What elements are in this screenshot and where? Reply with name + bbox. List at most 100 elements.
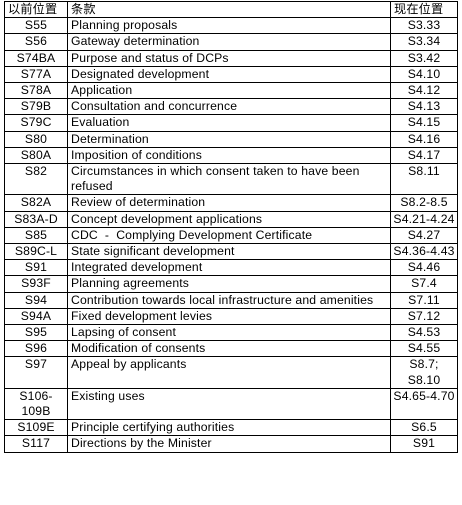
- table-row: S78A Application S4.12: [4, 82, 458, 100]
- new-location-cell: S4.12: [390, 82, 458, 100]
- table-row: S106-109B Existing uses S4.65-4.70: [4, 387, 458, 421]
- old-location-cell: S96: [4, 340, 68, 358]
- table-row: S79C Evaluation S4.15: [4, 114, 458, 132]
- header-row: 以前位置 条款 现在位置: [4, 0, 458, 19]
- table-row: S80A Imposition of conditions S4.17: [4, 146, 458, 165]
- new-location-cell: S6.5: [390, 419, 458, 437]
- old-location-cell: S83A-D: [4, 210, 68, 228]
- clause-cell: Directions by the Minister: [67, 435, 391, 453]
- clause-cell: Planning proposals: [67, 17, 391, 35]
- new-location-cell: S7.12: [390, 307, 458, 326]
- new-location-cell: S4.15: [390, 114, 458, 132]
- table-row: S89C-L State significant development S4.36…: [4, 243, 458, 261]
- clause-cell: Gateway determination: [67, 33, 391, 51]
- new-location-cell: S4.17: [390, 146, 458, 165]
- old-location-cell: S106-109B: [4, 387, 68, 421]
- new-location-cell: S7.4: [390, 275, 458, 293]
- clause-cell: Planning agreements: [67, 275, 391, 293]
- old-location-cell: S93F: [4, 275, 68, 293]
- clause-cell: Review of determination: [67, 194, 391, 212]
- new-location-cell: S4.36-4.43: [390, 243, 458, 261]
- clause-cell: Lapsing of consent: [67, 324, 391, 342]
- old-location-cell: S117: [4, 435, 68, 453]
- header-old-location: 以前位置: [4, 0, 68, 19]
- old-location-cell: S79B: [4, 98, 68, 116]
- clause-cell: Circumstances in which consent taken to …: [67, 163, 391, 196]
- table-row: S96 Modification of consents S4.55: [4, 340, 458, 358]
- new-location-cell: S4.53: [390, 324, 458, 342]
- table-row: S93F Planning agreements S7.4: [4, 275, 458, 293]
- clause-cell: Designated development: [67, 65, 391, 84]
- clause-cell: Appeal by applicants: [67, 356, 391, 389]
- clause-cell: Integrated development: [67, 259, 391, 277]
- new-location-cell: S4.13: [390, 98, 458, 116]
- clause-cell: Existing uses: [67, 387, 391, 421]
- clause-cell: Evaluation: [67, 114, 391, 132]
- clause-cell: Application: [67, 82, 391, 100]
- new-location-cell: S4.27: [390, 226, 458, 245]
- old-location-cell: S74BA: [4, 49, 68, 67]
- table-row: S74BA Purpose and status of DCPs S3.42: [4, 49, 458, 67]
- table-row: S85 CDC - Complying Development Certifica…: [4, 226, 458, 245]
- clause-cell: Principle certifying authorities: [67, 419, 391, 437]
- table-row: S82 Circumstances in which consent taken …: [4, 163, 458, 196]
- clause-cell: Fixed development levies: [67, 307, 391, 326]
- new-location-cell: S8.7; S8.10: [390, 356, 458, 389]
- clause-cell: State significant development: [67, 243, 391, 261]
- table-row: S82A Review of determination S8.2-8.5: [4, 194, 458, 212]
- old-location-cell: S94: [4, 291, 68, 309]
- table-row: S80 Determination S4.16: [4, 130, 458, 148]
- table-row: S117 Directions by the Minister S91: [4, 435, 458, 453]
- new-location-cell: S3.34: [390, 33, 458, 51]
- old-location-cell: S109E: [4, 419, 68, 437]
- old-location-cell: S82: [4, 163, 68, 196]
- old-location-cell: S79C: [4, 114, 68, 132]
- new-location-cell: S91: [390, 435, 458, 453]
- new-location-cell: S4.46: [390, 259, 458, 277]
- new-location-cell: S8.2-8.5: [390, 194, 458, 212]
- new-location-cell: S8.11: [390, 163, 458, 196]
- table-row: S77A Designated development S4.10: [4, 65, 458, 84]
- clause-cell: Concept development applications: [67, 210, 391, 228]
- new-location-cell: S4.16: [390, 130, 458, 148]
- old-location-cell: S85: [4, 226, 68, 245]
- table-row: S55 Planning proposals S3.33: [4, 17, 458, 35]
- table-row: S95 Lapsing of consent S4.53: [4, 324, 458, 342]
- clause-cell: CDC - Complying Development Certificate: [67, 226, 391, 245]
- old-location-cell: S55: [4, 17, 68, 35]
- clause-cell: Purpose and status of DCPs: [67, 49, 391, 67]
- old-location-cell: S89C-L: [4, 243, 68, 261]
- table-row: S94 Contribution towards local infrastruc…: [4, 291, 458, 309]
- clause-cell: Consultation and concurrence: [67, 98, 391, 116]
- table-row: S56 Gateway determination S3.34: [4, 33, 458, 51]
- old-location-cell: S56: [4, 33, 68, 51]
- table-row: S109E Principle certifying authorities S6.…: [4, 419, 458, 437]
- old-location-cell: S78A: [4, 82, 68, 100]
- clause-cell: Modification of consents: [67, 340, 391, 358]
- table-row: S94A Fixed development levies S7.12: [4, 307, 458, 326]
- header-new-location: 现在位置: [390, 0, 458, 19]
- clause-cell: Determination: [67, 130, 391, 148]
- table-row: S97 Appeal by applicants S8.7; S8.10: [4, 356, 458, 389]
- clause-cell: Imposition of conditions: [67, 146, 391, 165]
- new-location-cell: S4.21-4.24: [390, 210, 458, 228]
- table-row: S91 Integrated development S4.46: [4, 259, 458, 277]
- old-location-cell: S97: [4, 356, 68, 389]
- table-row: S83A-D Concept development applications S4…: [4, 210, 458, 228]
- new-location-cell: S3.33: [390, 17, 458, 35]
- provision-mapping-table: 以前位置 条款 现在位置 S55 Planning proposals S3.33 …: [4, 0, 458, 453]
- new-location-cell: S3.42: [390, 49, 458, 67]
- old-location-cell: S80A: [4, 146, 68, 165]
- old-location-cell: S80: [4, 130, 68, 148]
- new-location-cell: S4.10: [390, 65, 458, 84]
- old-location-cell: S95: [4, 324, 68, 342]
- header-clause: 条款: [67, 0, 391, 19]
- old-location-cell: S82A: [4, 194, 68, 212]
- new-location-cell: S7.11: [390, 291, 458, 309]
- old-location-cell: S77A: [4, 65, 68, 84]
- new-location-cell: S4.65-4.70: [390, 387, 458, 421]
- old-location-cell: S91: [4, 259, 68, 277]
- table-row: S79B Consultation and concurrence S4.13: [4, 98, 458, 116]
- new-location-cell: S4.55: [390, 340, 458, 358]
- clause-cell: Contribution towards local infrastructur…: [67, 291, 391, 309]
